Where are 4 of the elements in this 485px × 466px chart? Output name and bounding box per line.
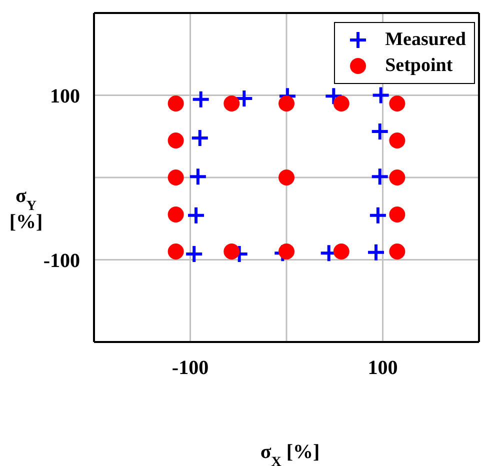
legend-label: Setpoint bbox=[385, 55, 453, 77]
x-axis-title: σ$_{X}$ [%] bbox=[260, 441, 320, 466]
legend-label: Measured bbox=[385, 29, 466, 51]
y-axis-title: σ$_{Y}$ [%] bbox=[9, 185, 43, 233]
